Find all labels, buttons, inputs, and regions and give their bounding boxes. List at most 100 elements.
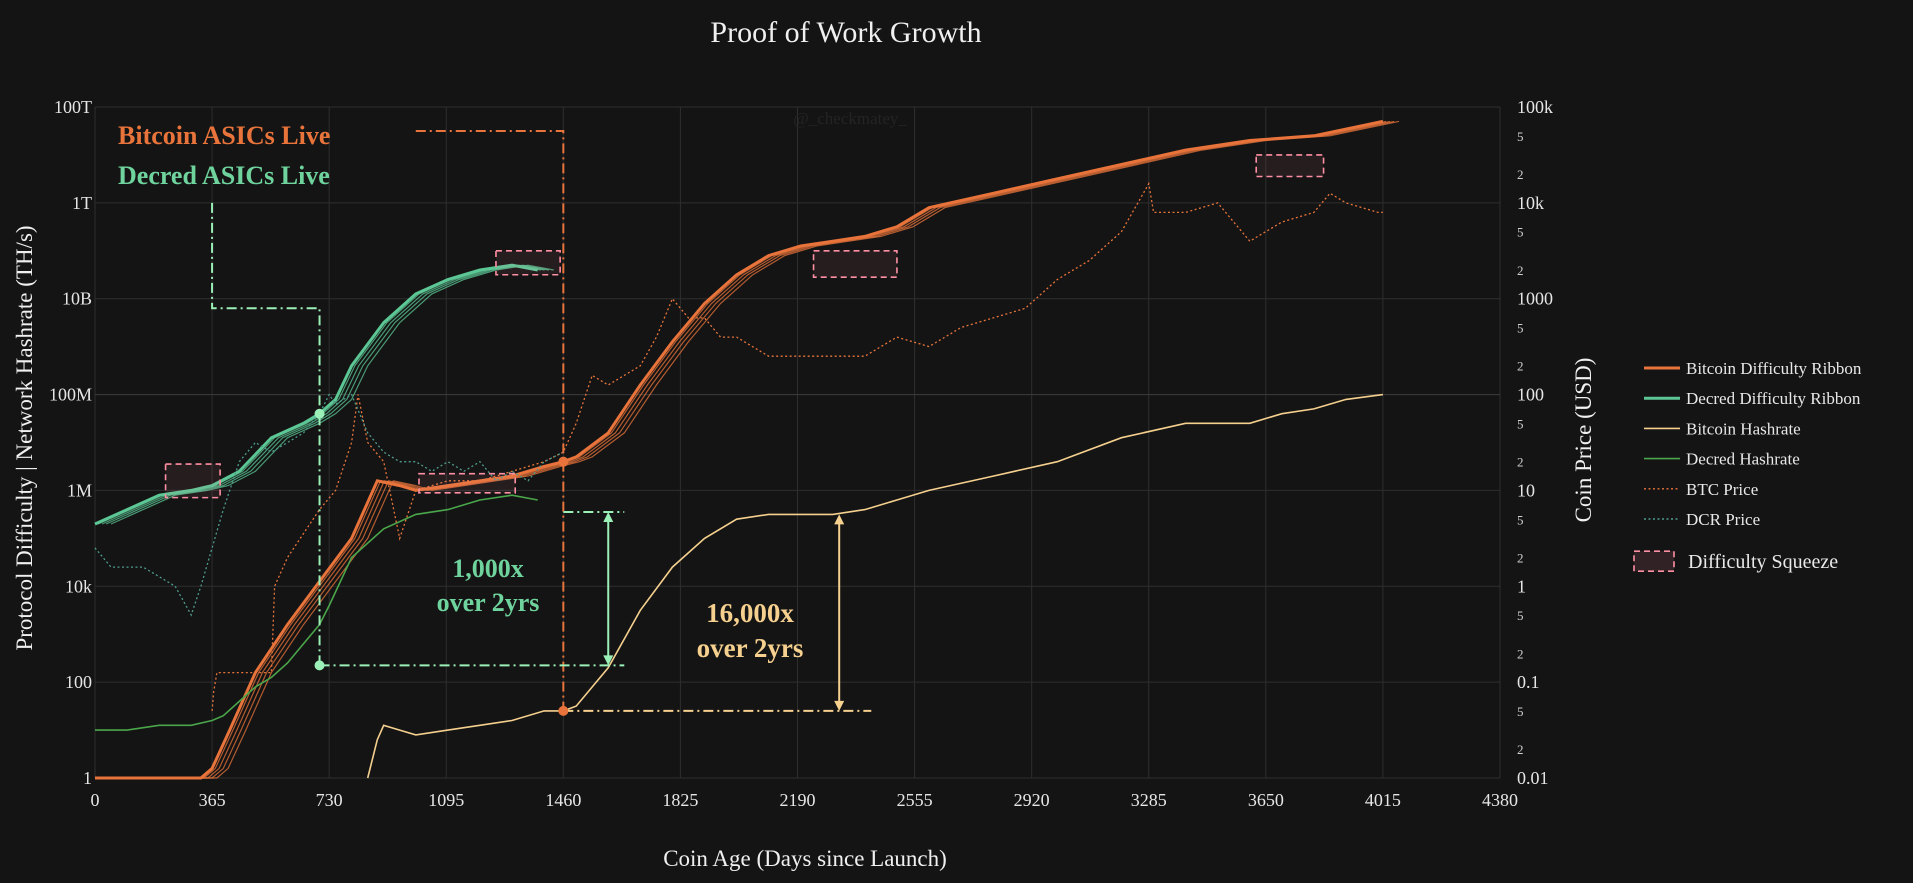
legend-item-bitcoin-difficulty-ribbon[interactable]: Bitcoin Difficulty Ribbon bbox=[1644, 359, 1862, 378]
annotation-layer bbox=[164, 129, 1325, 716]
y-axis-right-label: Coin Price (USD) bbox=[1571, 358, 1596, 523]
y-left-tick-label: 1T bbox=[72, 193, 92, 213]
y-left-tick-label: 100M bbox=[49, 385, 92, 405]
legend-item-bitcoin-hashrate[interactable]: Bitcoin Hashrate bbox=[1644, 419, 1801, 438]
y-left-tick-label: 100T bbox=[54, 97, 92, 117]
x-tick-label: 0 bbox=[91, 790, 100, 810]
y-right-minor-tick-label: 2 bbox=[1517, 550, 1524, 565]
btc-growth-arrow-head-top bbox=[834, 514, 845, 525]
difficulty-squeeze-box bbox=[495, 249, 561, 276]
y-right-minor-tick-label: 5 bbox=[1517, 704, 1524, 719]
series-layer bbox=[94, 119, 1400, 780]
btc-growth-label-line2: over 2yrs bbox=[697, 633, 804, 663]
y-right-minor-tick-label: 5 bbox=[1517, 129, 1524, 144]
y-left-tick-label: 1 bbox=[83, 768, 92, 788]
difficulty-squeeze-box bbox=[812, 249, 898, 278]
bitcoin-difficulty-ribbon-line bbox=[95, 119, 1384, 780]
legend-item-dcr-price[interactable]: DCR Price bbox=[1644, 510, 1760, 529]
y-right-tick-label: 1000 bbox=[1517, 289, 1553, 309]
y-right-minor-tick-label: 2 bbox=[1517, 167, 1524, 182]
y-left-tick-label: 10k bbox=[65, 576, 92, 596]
legend-item-decred-difficulty-ribbon[interactable]: Decred Difficulty Ribbon bbox=[1644, 389, 1861, 408]
x-tick-label: 1095 bbox=[428, 790, 464, 810]
legend-item-decred-hashrate[interactable]: Decred Hashrate bbox=[1644, 450, 1800, 469]
legend-swatch bbox=[1633, 550, 1675, 573]
decred-asics-annotation: Decred ASICs Live bbox=[118, 161, 330, 190]
x-axis-label: Coin Age (Days since Launch) bbox=[663, 846, 947, 871]
chart-title: Proof of Work Growth bbox=[710, 16, 981, 49]
y-axis-left-label: Protocol Difficulty | Network Hashrate (… bbox=[12, 225, 37, 650]
legend-item-btc-price[interactable]: BTC Price bbox=[1644, 480, 1758, 499]
bitcoin-asics-annotation: Bitcoin ASICs Live bbox=[118, 121, 330, 150]
legend-label: Bitcoin Hashrate bbox=[1686, 419, 1801, 438]
x-tick-label: 2555 bbox=[897, 790, 933, 810]
y-right-minor-tick-label: 2 bbox=[1517, 455, 1524, 470]
decred-difficulty-ribbon-ribbon-band bbox=[105, 264, 550, 525]
y-right-tick-label: 0.1 bbox=[1517, 672, 1540, 692]
y-left-tick-label: 10B bbox=[62, 289, 92, 309]
legend-item-difficulty-squeeze[interactable]: Difficulty Squeeze bbox=[1633, 550, 1838, 573]
legend-label: Decred Difficulty Ribbon bbox=[1686, 389, 1861, 408]
bitcoin-difficulty-ribbon-ribbon-band bbox=[111, 120, 1400, 779]
dcr-growth-label-line2: over 2yrs bbox=[437, 588, 540, 617]
y-right-tick-label: 0.01 bbox=[1517, 768, 1549, 788]
legend-label: Difficulty Squeeze bbox=[1688, 551, 1838, 573]
decred-asics-guide bbox=[211, 202, 321, 666]
x-tick-label: 4015 bbox=[1365, 790, 1401, 810]
y-right-minor-tick-label: 5 bbox=[1517, 416, 1524, 431]
y-right-minor-tick-label: 2 bbox=[1517, 742, 1524, 757]
grid bbox=[94, 106, 1501, 779]
dcr-growth-arrow-head-top bbox=[603, 511, 614, 522]
dcr-growth-label-line1: 1,000x bbox=[452, 554, 524, 583]
bitcoin-difficulty-ribbon-ribbon-band bbox=[102, 120, 1391, 779]
y-left-tick-label: 1M bbox=[67, 480, 92, 500]
x-tick-label: 730 bbox=[316, 790, 343, 810]
x-tick-label: 3285 bbox=[1131, 790, 1167, 810]
y-right-minor-tick-label: 5 bbox=[1517, 225, 1524, 240]
decred-difficulty-ribbon-ribbon-band bbox=[110, 264, 554, 525]
x-tick-label: 4380 bbox=[1482, 790, 1518, 810]
x-tick-label: 1460 bbox=[545, 790, 581, 810]
axis-ticks: 0 365 730 1095 1460 1825 2190 2555 2920 3285 3650 4… bbox=[49, 97, 1553, 810]
btc-growth-arrow-head-bottom bbox=[834, 700, 845, 711]
y-right-tick-label: 10 bbox=[1517, 480, 1535, 500]
decred-growth-marker bbox=[314, 660, 325, 671]
y-right-tick-label: 100k bbox=[1517, 97, 1553, 117]
bitcoin-asics-guide bbox=[415, 129, 565, 462]
x-tick-label: 365 bbox=[199, 790, 226, 810]
legend-label: DCR Price bbox=[1686, 510, 1760, 529]
y-right-minor-tick-label: 5 bbox=[1517, 512, 1524, 527]
difficulty-squeeze-box bbox=[1255, 154, 1325, 178]
y-right-minor-tick-label: 5 bbox=[1517, 608, 1524, 623]
x-tick-label: 2920 bbox=[1014, 790, 1050, 810]
x-tick-label: 2190 bbox=[780, 790, 816, 810]
dcr-growth-arrow-head-bottom bbox=[603, 655, 614, 666]
y-right-tick-label: 10k bbox=[1517, 193, 1544, 213]
bitcoin-hashrate-line bbox=[366, 393, 1384, 779]
dcr-price-line bbox=[94, 393, 564, 617]
y-right-tick-label: 1 bbox=[1517, 576, 1526, 596]
y-right-minor-tick-label: 2 bbox=[1517, 646, 1524, 661]
y-right-minor-tick-label: 5 bbox=[1517, 321, 1524, 336]
bitcoin-difficulty-ribbon-ribbon-band bbox=[106, 120, 1395, 779]
decred-asics-marker bbox=[314, 408, 325, 419]
difficulty-squeeze-box bbox=[164, 463, 221, 499]
bitcoin-growth-marker bbox=[558, 705, 569, 716]
btc-price-line bbox=[211, 181, 1383, 711]
legend-label: Decred Hashrate bbox=[1686, 450, 1800, 469]
decred-hashrate-line bbox=[95, 494, 538, 731]
difficulty-squeeze-box bbox=[418, 472, 517, 494]
bitcoin-difficulty-ribbon-ribbon-band bbox=[98, 120, 1387, 779]
legend[interactable]: Bitcoin Difficulty Ribbon Decred Difficul… bbox=[1633, 359, 1862, 573]
legend-label: BTC Price bbox=[1686, 480, 1758, 499]
watermark: @_checkmatey_ bbox=[793, 109, 907, 128]
x-tick-label: 3650 bbox=[1248, 790, 1284, 810]
y-right-tick-label: 100 bbox=[1517, 385, 1544, 405]
btc-growth-label-line1: 16,000x bbox=[706, 598, 794, 628]
y-left-tick-label: 100 bbox=[65, 672, 92, 692]
legend-label: Bitcoin Difficulty Ribbon bbox=[1686, 359, 1862, 378]
y-right-minor-tick-label: 2 bbox=[1517, 263, 1524, 278]
x-tick-label: 1825 bbox=[662, 790, 698, 810]
